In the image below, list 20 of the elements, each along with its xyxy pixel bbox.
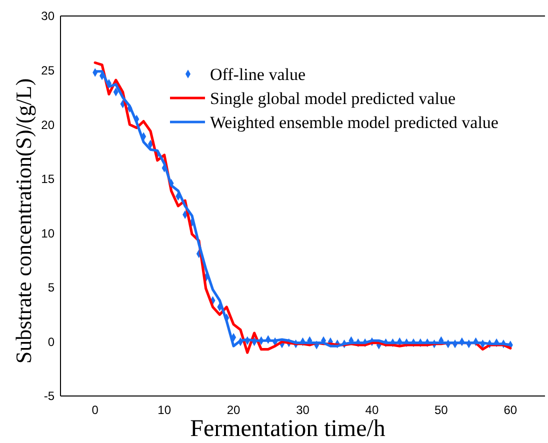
- legend-label: Off-line value: [210, 64, 306, 84]
- y-tick-label: 15: [41, 172, 55, 186]
- y-tick-label: 20: [41, 118, 55, 132]
- legend-label: Single global model predicted value: [210, 88, 456, 108]
- y-tick-label: -5: [44, 389, 55, 404]
- y-tick-label: 25: [41, 63, 55, 78]
- x-tick-label: 0: [92, 403, 99, 417]
- y-axis-title: Substrate concentration(S)/(g/L): [11, 78, 36, 364]
- x-tick-label: 40: [365, 403, 379, 417]
- y-tick-label: 10: [41, 226, 55, 240]
- x-tick-label: 10: [158, 403, 172, 417]
- x-tick-label: 30: [296, 403, 310, 417]
- y-tick-label: 0: [48, 334, 55, 349]
- x-tick-label: 60: [504, 403, 518, 417]
- y-tick-label: 30: [41, 9, 55, 24]
- x-axis-title: Fermentation time/h: [190, 416, 386, 442]
- x-tick-label: 50: [434, 403, 448, 417]
- x-tick-label: 20: [226, 403, 241, 417]
- y-tick-label: 5: [48, 280, 55, 295]
- legend-label: Weighted ensemble model predicted value: [210, 112, 498, 132]
